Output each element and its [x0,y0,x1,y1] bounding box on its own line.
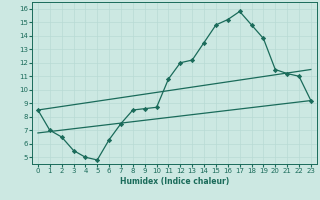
X-axis label: Humidex (Indice chaleur): Humidex (Indice chaleur) [120,177,229,186]
